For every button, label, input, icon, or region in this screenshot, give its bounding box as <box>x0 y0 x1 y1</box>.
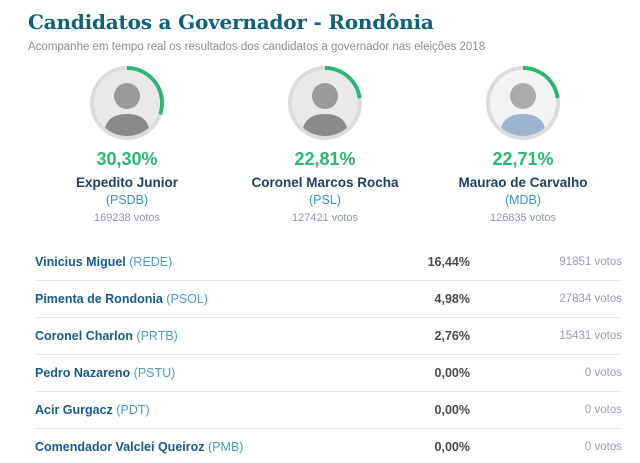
row-candidate-party: (PRTB) <box>136 329 178 343</box>
row-candidate-party: (REDE) <box>129 255 173 269</box>
candidate-votes: 127421 votos <box>291 212 359 224</box>
row-candidate-cell: Vinicius Miguel (REDE) <box>35 255 380 269</box>
row-candidate-party: (PSOL) <box>166 292 208 306</box>
candidate-party: (PSDB) <box>105 193 149 207</box>
row-percent: 0,00% <box>434 403 470 417</box>
row-candidate-cell: Acir Gurgacz (PDT) <box>35 403 380 417</box>
row-candidate-cell: Pimenta de Rondonia (PSOL) <box>35 292 380 306</box>
table-row: Vinicius Miguel (REDE) 16,44% 91851 voto… <box>35 244 622 281</box>
candidate-name[interactable]: Coronel Marcos Rocha <box>251 175 399 190</box>
person-silhouette-icon <box>94 70 160 136</box>
row-votes: 0 votos <box>584 441 622 453</box>
row-candidate-name[interactable]: Pimenta de Rondonia <box>35 292 163 306</box>
page-subtitle: Acompanhe em tempo real os resultados do… <box>28 41 486 53</box>
candidate-card: 30,30% Expedito Junior (PSDB) 169238 vot… <box>28 66 226 224</box>
table-row: Pedro Nazareno (PSTU) 0,00% 0 votos <box>35 355 622 392</box>
row-percent: 0,00% <box>434 440 470 454</box>
vote-share-ring <box>486 66 560 140</box>
row-candidate-name[interactable]: Comendador Valclei Queiroz <box>35 440 205 454</box>
row-candidate-name[interactable]: Coronel Charlon <box>35 329 133 343</box>
candidate-votes: 169238 votos <box>93 212 161 224</box>
row-percent: 4,98% <box>434 292 470 306</box>
candidate-avatar <box>292 70 358 136</box>
table-row: Comendador Valclei Queiroz (PMB) 0,00% 0… <box>35 429 622 463</box>
candidate-name[interactable]: Maurao de Carvalho <box>458 175 588 190</box>
candidate-party: (MDB) <box>504 193 542 207</box>
row-percent: 2,76% <box>434 329 470 343</box>
page-title: Candidatos a Governador - Rondônia <box>28 10 434 34</box>
candidate-percent: 22,81% <box>294 149 356 169</box>
row-candidate-name[interactable]: Vinicius Miguel <box>35 255 126 269</box>
candidate-percent: 22,71% <box>492 149 554 169</box>
row-percent: 16,44% <box>427 255 470 269</box>
candidate-party: (PSL) <box>309 193 341 207</box>
table-row: Coronel Charlon (PRTB) 2,76% 15431 votos <box>35 318 622 355</box>
vote-share-ring <box>90 66 164 140</box>
table-row: Acir Gurgacz (PDT) 0,00% 0 votos <box>35 392 622 429</box>
row-votes: 0 votos <box>584 404 622 416</box>
row-candidate-party: (PMB) <box>207 440 244 454</box>
row-candidate-name[interactable]: Pedro Nazareno <box>35 366 131 380</box>
candidate-avatar <box>94 70 160 136</box>
candidate-votes: 126835 votos <box>489 212 557 224</box>
row-candidate-cell: Pedro Nazareno (PSTU) <box>35 366 380 380</box>
row-candidate-party: (PDT) <box>116 403 150 417</box>
candidate-avatar <box>490 70 556 136</box>
candidate-percent: 30,30% <box>96 149 158 169</box>
row-votes: 27834 votos <box>559 293 622 305</box>
row-votes: 15431 votos <box>559 330 622 342</box>
person-silhouette-icon <box>292 70 358 136</box>
candidate-card: 22,81% Coronel Marcos Rocha (PSL) 127421… <box>226 66 424 224</box>
person-silhouette-icon <box>490 70 556 136</box>
candidate-card: 22,71% Maurao de Carvalho (MDB) 126835 v… <box>424 66 622 224</box>
row-votes: 0 votos <box>584 367 622 379</box>
row-votes: 91851 votos <box>559 256 622 268</box>
row-percent: 0,00% <box>434 366 470 380</box>
vote-share-ring <box>288 66 362 140</box>
row-candidate-party: (PSTU) <box>133 366 176 380</box>
candidate-name[interactable]: Expedito Junior <box>75 175 178 190</box>
other-candidates-table: Vinicius Miguel (REDE) 16,44% 91851 voto… <box>35 244 622 463</box>
row-candidate-name[interactable]: Acir Gurgacz <box>35 403 113 417</box>
table-row: Pimenta de Rondonia (PSOL) 4,98% 27834 v… <box>35 281 622 318</box>
row-candidate-cell: Coronel Charlon (PRTB) <box>35 329 380 343</box>
top-candidates-section: 30,30% Expedito Junior (PSDB) 169238 vot… <box>28 66 622 224</box>
row-candidate-cell: Comendador Valclei Queiroz (PMB) <box>35 440 380 454</box>
